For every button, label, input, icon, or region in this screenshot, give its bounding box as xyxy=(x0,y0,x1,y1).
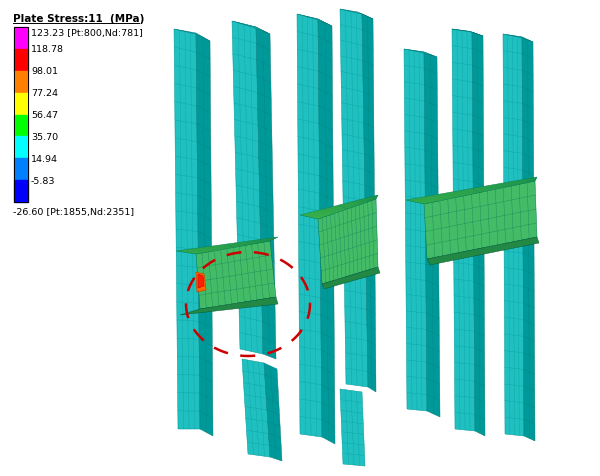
Polygon shape xyxy=(404,50,427,411)
Bar xyxy=(14,28,28,203)
Polygon shape xyxy=(232,22,263,354)
Polygon shape xyxy=(180,298,278,315)
Polygon shape xyxy=(362,15,376,392)
Polygon shape xyxy=(264,363,282,461)
Bar xyxy=(14,28,28,50)
Text: 77.24: 77.24 xyxy=(31,89,58,98)
Polygon shape xyxy=(300,196,378,219)
Polygon shape xyxy=(522,38,535,441)
Polygon shape xyxy=(196,35,213,436)
Polygon shape xyxy=(174,30,210,42)
Polygon shape xyxy=(297,15,322,437)
Text: 98.01: 98.01 xyxy=(31,67,58,76)
Polygon shape xyxy=(503,35,524,436)
Polygon shape xyxy=(340,10,373,20)
Polygon shape xyxy=(340,10,368,387)
Polygon shape xyxy=(318,199,378,284)
Polygon shape xyxy=(427,238,539,266)
Text: -5.83: -5.83 xyxy=(31,176,56,185)
Polygon shape xyxy=(176,238,278,255)
Polygon shape xyxy=(503,35,533,43)
Text: 123.23 [Pt:800,Nd:781]: 123.23 [Pt:800,Nd:781] xyxy=(31,29,143,38)
Polygon shape xyxy=(322,268,380,289)
Text: -26.60 [Pt:1855,Nd:2351]: -26.60 [Pt:1855,Nd:2351] xyxy=(13,208,134,217)
Polygon shape xyxy=(196,241,276,309)
Bar xyxy=(14,71,28,93)
Text: 14.94: 14.94 xyxy=(31,154,58,163)
Bar xyxy=(14,181,28,203)
Polygon shape xyxy=(452,30,483,37)
Text: 118.78: 118.78 xyxy=(31,45,64,54)
Polygon shape xyxy=(340,389,365,466)
Polygon shape xyxy=(472,33,485,436)
Polygon shape xyxy=(424,182,537,259)
Polygon shape xyxy=(404,50,437,58)
Polygon shape xyxy=(198,275,204,288)
Bar xyxy=(14,50,28,71)
Polygon shape xyxy=(242,359,270,457)
Bar xyxy=(14,93,28,115)
Polygon shape xyxy=(256,28,276,359)
Bar xyxy=(14,159,28,181)
Bar xyxy=(14,137,28,159)
Polygon shape xyxy=(297,15,332,27)
Polygon shape xyxy=(406,178,537,205)
Polygon shape xyxy=(174,30,200,429)
Polygon shape xyxy=(232,22,270,35)
Text: 35.70: 35.70 xyxy=(31,133,58,141)
Text: 56.47: 56.47 xyxy=(31,111,58,120)
Polygon shape xyxy=(196,272,206,292)
Text: Plate Stress:11  (MPa): Plate Stress:11 (MPa) xyxy=(13,14,145,24)
Bar xyxy=(14,115,28,137)
Polygon shape xyxy=(424,53,440,417)
Polygon shape xyxy=(452,30,475,431)
Polygon shape xyxy=(318,20,335,444)
